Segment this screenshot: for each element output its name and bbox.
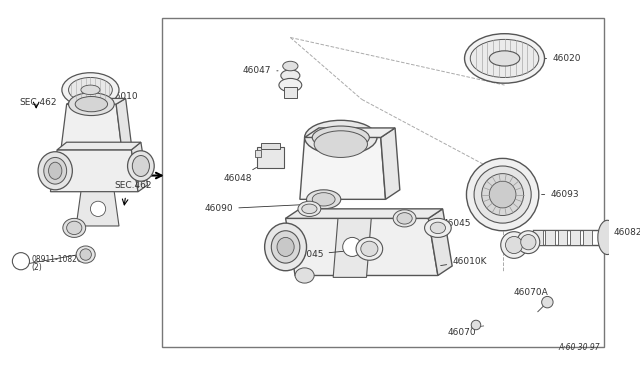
Ellipse shape	[521, 235, 536, 250]
Ellipse shape	[517, 231, 540, 254]
Ellipse shape	[279, 78, 302, 92]
Text: 08911-1082G: 08911-1082G	[31, 255, 83, 264]
Text: A·60 30 97: A·60 30 97	[558, 343, 600, 352]
Polygon shape	[57, 142, 141, 150]
Ellipse shape	[470, 39, 539, 77]
Polygon shape	[67, 99, 125, 104]
Bar	[257, 147, 284, 168]
Ellipse shape	[80, 249, 92, 260]
Ellipse shape	[68, 93, 114, 116]
Ellipse shape	[127, 151, 154, 181]
Polygon shape	[305, 128, 395, 137]
Ellipse shape	[283, 61, 298, 71]
Text: 46082: 46082	[0, 371, 1, 372]
Ellipse shape	[342, 237, 362, 256]
Ellipse shape	[68, 77, 113, 102]
Text: 46093: 46093	[541, 190, 579, 199]
Ellipse shape	[393, 210, 416, 227]
Ellipse shape	[305, 120, 377, 155]
Polygon shape	[76, 192, 119, 226]
Text: SEC.462: SEC.462	[19, 98, 56, 107]
Ellipse shape	[76, 246, 95, 263]
Bar	[558, 230, 568, 245]
Circle shape	[12, 253, 29, 270]
Ellipse shape	[361, 241, 378, 256]
Ellipse shape	[81, 85, 100, 94]
Text: 46070A: 46070A	[514, 288, 549, 297]
Ellipse shape	[265, 223, 307, 271]
Ellipse shape	[38, 152, 72, 190]
Ellipse shape	[430, 222, 445, 234]
Text: 46047: 46047	[243, 66, 278, 75]
Ellipse shape	[467, 158, 539, 231]
Circle shape	[471, 320, 481, 330]
Ellipse shape	[44, 157, 67, 184]
Ellipse shape	[90, 201, 106, 217]
Ellipse shape	[295, 268, 314, 283]
Text: 46070: 46070	[447, 328, 476, 337]
Text: 46045: 46045	[443, 219, 471, 228]
Ellipse shape	[63, 218, 86, 237]
Ellipse shape	[132, 155, 150, 176]
Ellipse shape	[76, 96, 108, 112]
Polygon shape	[300, 137, 385, 199]
Bar	[284, 87, 297, 99]
Ellipse shape	[500, 232, 527, 258]
Ellipse shape	[67, 221, 82, 235]
Ellipse shape	[62, 73, 119, 107]
Ellipse shape	[307, 190, 340, 209]
Bar	[255, 150, 261, 157]
Text: 46090: 46090	[205, 204, 312, 214]
Bar	[162, 19, 605, 347]
Polygon shape	[285, 209, 443, 218]
Ellipse shape	[598, 220, 617, 254]
Ellipse shape	[277, 237, 294, 256]
Text: SEC.462: SEC.462	[114, 180, 152, 190]
Ellipse shape	[424, 218, 451, 237]
Bar	[545, 230, 555, 245]
Text: 46082: 46082	[614, 228, 640, 237]
Text: 46010: 46010	[109, 92, 138, 101]
Ellipse shape	[314, 131, 367, 157]
Polygon shape	[116, 99, 131, 150]
Ellipse shape	[397, 213, 412, 224]
Polygon shape	[428, 209, 452, 276]
Ellipse shape	[271, 231, 300, 263]
Ellipse shape	[490, 51, 520, 66]
Ellipse shape	[281, 70, 300, 81]
Polygon shape	[333, 218, 371, 278]
Ellipse shape	[482, 174, 524, 215]
Ellipse shape	[465, 34, 545, 83]
Polygon shape	[131, 142, 148, 192]
Ellipse shape	[312, 126, 369, 149]
Polygon shape	[285, 218, 438, 276]
Bar	[261, 143, 280, 149]
Text: N: N	[18, 257, 24, 266]
Ellipse shape	[302, 204, 317, 214]
Polygon shape	[381, 128, 400, 199]
Circle shape	[541, 296, 553, 308]
Ellipse shape	[49, 162, 62, 179]
Ellipse shape	[490, 181, 516, 208]
Text: 46010K: 46010K	[441, 257, 486, 266]
Bar	[582, 230, 592, 245]
Text: 46048: 46048	[224, 167, 257, 183]
Ellipse shape	[312, 193, 335, 206]
Ellipse shape	[474, 166, 531, 223]
Text: 46045: 46045	[295, 249, 367, 259]
Polygon shape	[61, 104, 122, 150]
Bar	[533, 230, 543, 245]
Bar	[570, 230, 580, 245]
Ellipse shape	[356, 237, 383, 260]
Ellipse shape	[506, 237, 523, 254]
Text: (2): (2)	[31, 263, 42, 272]
Polygon shape	[51, 150, 138, 192]
Text: 46020: 46020	[545, 54, 580, 63]
Ellipse shape	[298, 201, 321, 217]
